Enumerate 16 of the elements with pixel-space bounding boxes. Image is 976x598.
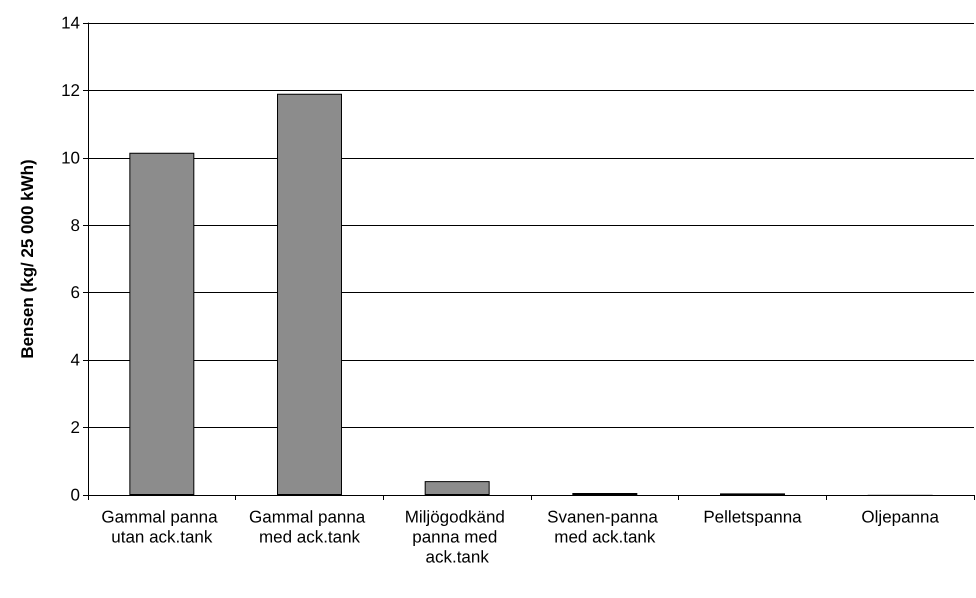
x-tick-label: Gammal panna med ack.tank: [249, 508, 370, 546]
y-tick-label: 10: [61, 148, 80, 168]
x-tick-label: Pelletspanna: [703, 508, 802, 526]
y-tick-label: 6: [70, 283, 80, 302]
y-tick-label: 0: [70, 486, 80, 504]
y-tick-label: 14: [61, 14, 80, 32]
x-tick-label: Gammal panna utan ack.tank: [101, 508, 222, 546]
y-tick-label: 12: [61, 80, 80, 100]
y-axis-title: Bensen (kg/ 25 000 kWh): [18, 159, 37, 359]
x-tick-label: Svanen-panna med ack.tank: [547, 508, 662, 546]
x-tick-label: Miljögodkänd panna med ack.tank: [404, 508, 510, 566]
y-tick-label: 4: [70, 350, 80, 370]
x-tick-label: Oljepanna: [861, 508, 940, 526]
y-tick-label: 2: [70, 418, 80, 438]
bar: [424, 481, 490, 495]
y-tick-label: 8: [70, 216, 80, 235]
